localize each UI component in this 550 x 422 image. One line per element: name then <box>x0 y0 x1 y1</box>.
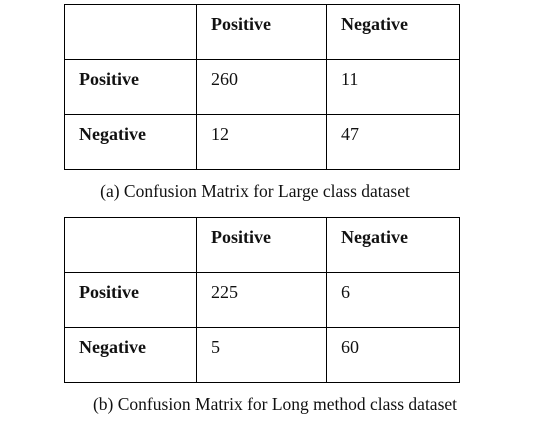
table-cell: 11 <box>326 59 460 115</box>
column-header: Positive <box>196 217 327 273</box>
column-header: Negative <box>326 217 460 273</box>
caption: (a) Confusion Matrix for Large class dat… <box>100 181 410 201</box>
row-header: Positive <box>64 272 197 328</box>
column-header: Positive <box>196 4 327 60</box>
table-cell: 6 <box>326 272 460 328</box>
corner-cell <box>64 4 197 60</box>
table-cell: 260 <box>196 59 327 115</box>
table-cell: 60 <box>326 327 460 383</box>
row-header: Positive <box>64 59 197 115</box>
corner-cell <box>64 217 197 273</box>
table-cell: 5 <box>196 327 327 383</box>
row-header: Negative <box>64 327 197 383</box>
column-header: Negative <box>326 4 460 60</box>
row-header: Negative <box>64 114 197 170</box>
table-cell: 12 <box>196 114 327 170</box>
table-cell: 47 <box>326 114 460 170</box>
table-cell: 225 <box>196 272 327 328</box>
caption: (b) Confusion Matrix for Long method cla… <box>92 394 458 414</box>
